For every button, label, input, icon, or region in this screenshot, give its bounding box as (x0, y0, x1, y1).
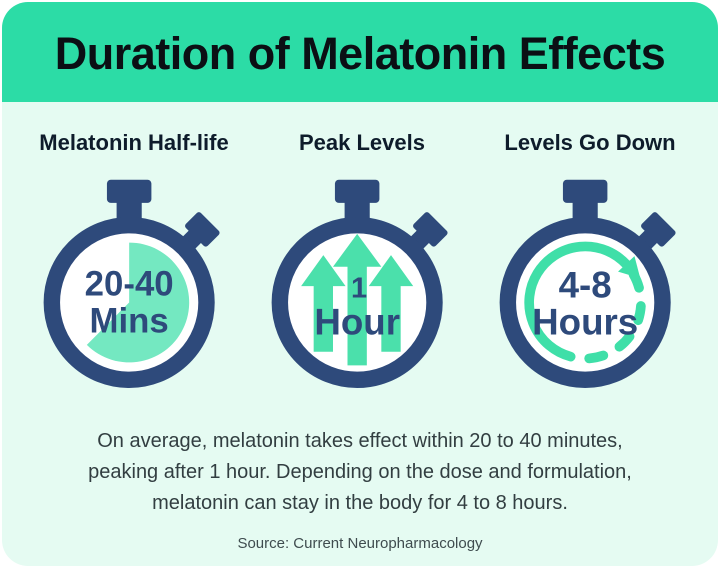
column-levels-go-down: Levels Go Down 4-8 Hours (476, 130, 704, 404)
stopwatch-crown (334, 179, 380, 223)
stopwatch-crown (106, 179, 152, 223)
value-line2: Hour (314, 301, 400, 342)
column-peak-levels: Peak Levels 1 Hour (248, 130, 476, 404)
value-line2: Hours (532, 301, 638, 342)
column-label: Peak Levels (299, 130, 425, 155)
stopwatch-arrows-icon: 1 Hour (271, 179, 448, 389)
value-line2: Mins (90, 301, 169, 340)
source-citation: Source: Current Neuropharmacology (237, 535, 483, 552)
column-label: Melatonin Half-life (39, 130, 229, 155)
stopwatch-pie-icon: 20-40 Mins (43, 179, 220, 389)
stopwatch-crown (562, 179, 608, 223)
value-line1: 20-40 (85, 265, 174, 304)
stopwatch-columns: Melatonin Half-life 20-40 Mins Peak Leve… (2, 130, 718, 404)
value-line1: 1 (351, 273, 367, 305)
column-half-life: Melatonin Half-life 20-40 Mins (20, 130, 248, 404)
value-line1: 4-8 (559, 265, 612, 306)
description-text: On average, melatonin takes effect withi… (88, 430, 632, 514)
cycle-arrow-icon (524, 241, 646, 364)
stopwatch-cycle-icon: 4-8 Hours (499, 179, 676, 389)
header-banner: Duration of Melatonin Effects (2, 2, 718, 102)
column-label: Levels Go Down (504, 130, 676, 155)
page-title: Duration of Melatonin Effects (54, 28, 666, 79)
pie-fill (86, 242, 190, 363)
